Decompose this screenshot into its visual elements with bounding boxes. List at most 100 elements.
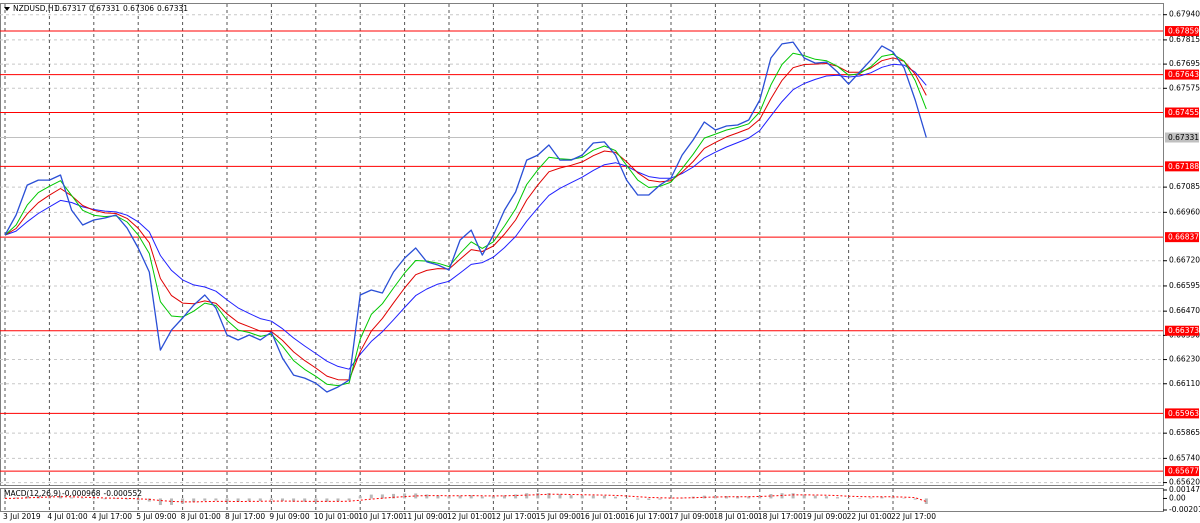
x-tick-label: 15 Jul 09:00 — [536, 512, 581, 521]
macd-bar — [658, 498, 662, 500]
macd-tick-label: -0.002018 — [1169, 505, 1200, 514]
macd-bar — [791, 493, 795, 499]
ohlc-text: 0.67317 0.67331 0.67306 0.67331 — [55, 4, 188, 13]
macd-bar — [258, 498, 262, 501]
x-tick-label: 12 Jul 17:00 — [491, 512, 536, 521]
x-tick-label: 18 Jul 01:00 — [713, 512, 758, 521]
level-label: 0.65677 — [1168, 467, 1199, 476]
macd-bar — [802, 494, 806, 499]
macd-bar — [480, 496, 484, 499]
macd-bar — [192, 498, 196, 503]
macd-bar — [769, 494, 773, 499]
level-tag — [1165, 107, 1199, 118]
macd-bar — [203, 498, 207, 501]
macd-bar — [514, 494, 518, 499]
macd-bar — [625, 498, 629, 499]
macd-bar — [491, 496, 495, 499]
plot-layer: 0.67940 0.67815 0.67695 0.67575 0.67085 0.669… — [0, 4, 1200, 521]
level-label: 0.67455 — [1168, 108, 1199, 117]
macd-bar — [547, 493, 551, 499]
level-tag — [1165, 408, 1199, 419]
macd-tick-label: 0.00 — [1169, 493, 1186, 502]
level-tag — [1165, 325, 1199, 336]
price-line — [4, 57, 927, 381]
x-tick-label: 22 Jul 17:00 — [891, 512, 936, 521]
macd-bar — [503, 495, 506, 499]
macd-bar — [14, 497, 18, 499]
macd-bar — [713, 495, 717, 499]
macd-bar — [25, 496, 29, 499]
level-tag — [1165, 466, 1199, 477]
macd-bar — [81, 498, 85, 499]
y-tick-label: 0.66230 — [1169, 355, 1200, 364]
x-tick-label: 16 Jul 17:00 — [625, 512, 670, 521]
x-tick-label: 4 Jul 01:00 — [47, 512, 87, 521]
x-tick-label: 10 Jul 17:00 — [358, 512, 403, 521]
collapse-icon[interactable] — [4, 7, 10, 11]
x-tick-label: 8 Jul 17:00 — [225, 512, 265, 521]
y-tick-label: 0.67575 — [1169, 83, 1200, 92]
macd-bar — [869, 497, 873, 499]
macd-bar — [281, 498, 284, 501]
x-tick-label: 9 Jul 09:00 — [269, 512, 309, 521]
level-label: 0.66373 — [1168, 326, 1199, 335]
macd-bar — [92, 498, 96, 500]
macd-bar — [181, 498, 185, 504]
level-label: 0.66837 — [1168, 233, 1199, 242]
macd-bar — [636, 498, 640, 500]
macd-bar — [314, 498, 318, 502]
macd-bar — [580, 495, 584, 499]
macd-bar — [447, 496, 451, 499]
x-tick-label: 17 Jul 09:00 — [669, 512, 714, 521]
x-tick-label: 10 Jul 01:00 — [314, 512, 359, 521]
y-tick-label: 0.67940 — [1169, 10, 1200, 19]
macd-values: -0.000968 -0.000552 — [62, 489, 142, 498]
ohlc-value: 0.67331 — [89, 4, 120, 13]
current-price-tag — [1165, 132, 1199, 143]
x-tick-label: 19 Jul 09:00 — [802, 512, 847, 521]
level-label: 0.65963 — [1168, 409, 1199, 418]
y-tick-label: 0.67085 — [1169, 182, 1200, 191]
macd-bar — [425, 494, 429, 499]
y-tick-label: 0.66960 — [1169, 207, 1200, 216]
level-tag — [1165, 69, 1199, 80]
level-label: 0.67188 — [1168, 162, 1199, 171]
macd-bar — [614, 496, 617, 499]
y-tick-label: 0.65620 — [1169, 478, 1200, 487]
y-tick-label: 0.66720 — [1169, 256, 1200, 265]
macd-bar — [913, 498, 917, 500]
macd-bar — [403, 493, 407, 499]
price-line — [4, 41, 927, 393]
x-tick-label: 18 Jul 17:00 — [758, 512, 803, 521]
x-tick-label: 12 Jul 01:00 — [447, 512, 492, 521]
macd-bar — [414, 493, 418, 499]
macd-bar — [225, 498, 229, 502]
x-tick-label: 22 Jul 01:00 — [847, 512, 892, 521]
y-tick-label: 0.67815 — [1169, 35, 1200, 44]
y-tick-label: 0.67695 — [1169, 59, 1200, 68]
macd-bar — [303, 498, 307, 502]
macd-bar — [602, 495, 606, 499]
macd-bar — [247, 498, 251, 502]
macd-bar — [924, 498, 928, 504]
macd-bar — [747, 496, 751, 499]
macd-bar — [3, 498, 7, 499]
ohlc-value: 0.67331 — [157, 4, 188, 13]
macd-label: MACD(12,26,9) — [4, 489, 61, 498]
x-tick-label: 3 Jul 2019 — [3, 512, 41, 521]
macd-bar — [325, 498, 329, 502]
macd-bar — [103, 498, 107, 500]
macd-bar — [170, 498, 173, 505]
macd-bar — [758, 495, 762, 499]
macd-bar — [536, 493, 540, 499]
macd-bar — [369, 494, 373, 499]
macd-bar — [836, 497, 839, 499]
macd-bar — [591, 495, 595, 499]
macd-bar — [469, 495, 473, 499]
ohlc-value: 0.67306 — [123, 4, 154, 13]
macd-bar — [569, 495, 573, 499]
macd-value: -0.000552 — [104, 489, 143, 498]
macd-bar — [702, 495, 706, 499]
